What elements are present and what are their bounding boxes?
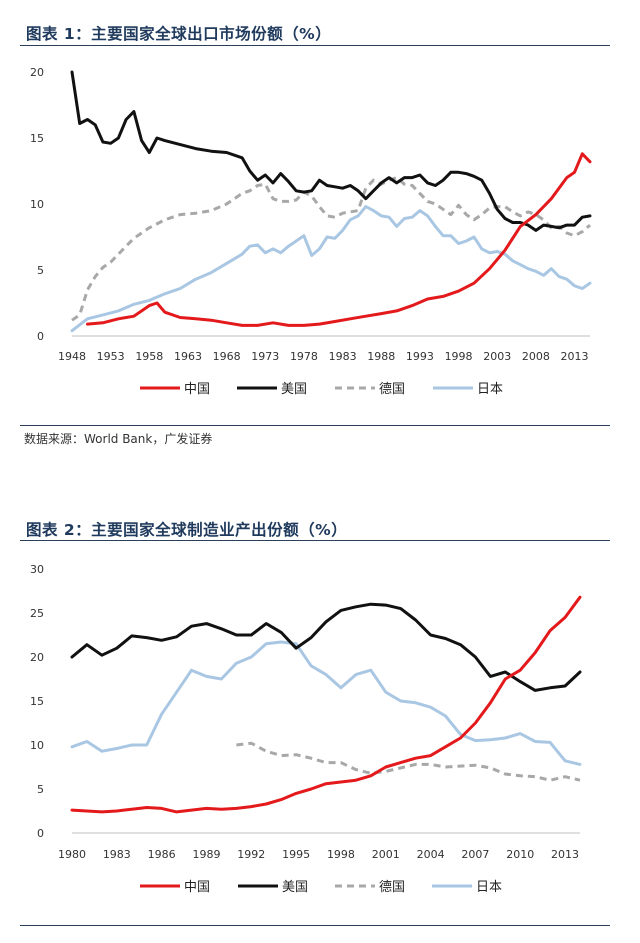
y-tick-label: 20 [30,651,44,664]
legend-label: 德国 [379,880,405,895]
series-line-china [70,595,582,814]
x-tick-label: 1973 [251,350,279,363]
y-tick-label: 10 [30,739,44,752]
x-tick-label: 2001 [372,848,400,861]
legend-label: 美国 [282,880,308,895]
y-tick-label: 5 [37,783,44,796]
x-tick-label: 1978 [290,350,318,363]
series-line-usa [70,602,582,692]
legend-label: 中国 [184,880,210,895]
y-tick-label: 10 [30,198,44,211]
figure-2-top-rule [20,540,610,541]
x-tick-label: 1998 [327,848,355,861]
x-tick-label: 1968 [213,350,241,363]
x-tick-label: 1948 [58,350,86,363]
x-tick-label: 2008 [522,350,550,363]
x-tick-label: 1992 [237,848,265,861]
y-tick-label: 0 [37,827,44,840]
chart-export-share: 0 5 10 15 20 1948 1953 1958 1963 1968 1973 1978 1983… [30,66,592,397]
source-note: 数据来源：World Bank，广发证券 [24,432,213,446]
x-tick-label: 1983 [103,848,131,861]
x-tick-label: 2003 [483,350,511,363]
x-tick-label: 1953 [97,350,125,363]
legend-label: 中国 [184,382,210,397]
x-tick-label: 1995 [282,848,310,861]
x-tick-label: 1989 [192,848,220,861]
y-tick-label: 0 [37,330,44,343]
x-tick-label: 1998 [445,350,473,363]
x-tick-label: 1986 [148,848,176,861]
x-tick-label: 2013 [551,848,579,861]
y-tick-label: 20 [30,66,44,79]
y-tick-label: 25 [30,607,44,620]
y-tick-label: 5 [37,264,44,277]
x-tick-label: 1993 [406,350,434,363]
series-line-china [86,152,592,327]
x-tick-label: 2010 [506,848,534,861]
y-tick-label: 30 [30,563,44,576]
legend-label: 德国 [379,382,405,397]
chart-manufacturing-share: 0 5 10 15 20 25 30 1980 1983 1986 1989 1992 1995 1998… [30,563,582,895]
x-tick-label: 1958 [135,350,163,363]
series-line-usa [70,70,592,232]
x-tick-label: 1988 [367,350,395,363]
x-tick-label: 1963 [174,350,202,363]
x-tick-label: 1983 [329,350,357,363]
legend-label: 日本 [477,382,503,397]
y-tick-label: 15 [30,695,44,708]
x-tick-label: 2013 [561,350,589,363]
y-tick-label: 15 [30,132,44,145]
series-line-germany [71,176,591,322]
figure-2-title: 图表 2：主要国家全球制造业产出份额（%） [26,521,348,539]
series-line-japan [70,205,592,333]
x-tick-label: 2007 [461,848,489,861]
figure-2-bottom-rule [20,925,610,926]
figure-1-bottom-rule [20,425,610,426]
series-line-germany [236,741,581,782]
legend-label: 日本 [476,880,502,895]
legend-label: 美国 [281,382,307,397]
series-line-japan [70,640,582,766]
figure-1-top-rule [20,45,610,46]
figure-1-title: 图表 1：主要国家全球出口市场份额（%） [26,25,332,43]
x-tick-label: 1980 [58,848,86,861]
x-tick-label: 2004 [417,848,445,861]
